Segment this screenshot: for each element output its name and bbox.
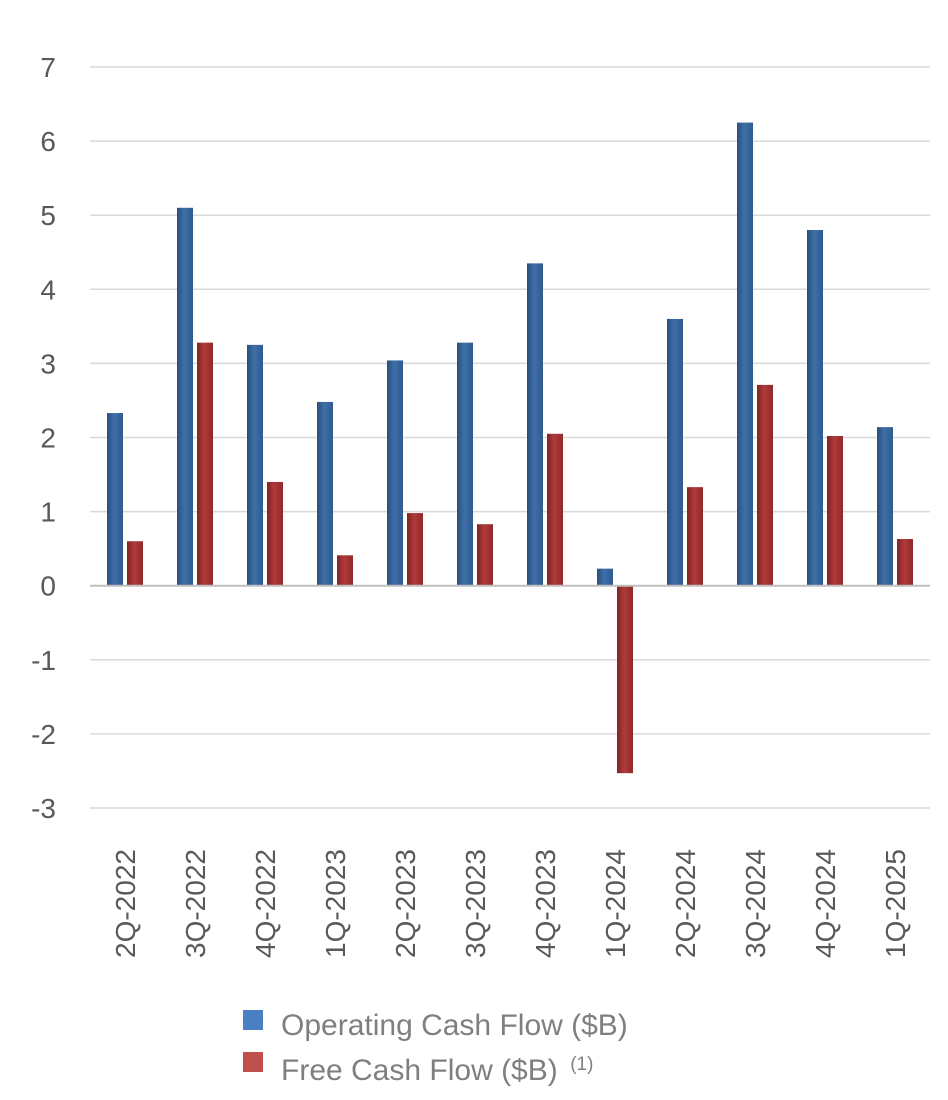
- y-tick-label: -3: [31, 793, 56, 824]
- bar-free-cash-flow: [477, 524, 493, 586]
- x-tick-label: 4Q-2022: [250, 849, 281, 958]
- legend: Operating Cash Flow ($B) Free Cash Flow …: [243, 1009, 628, 1087]
- y-axis-ticks: 7 6 5 4 3 2 1 0 -1 -2 -3: [31, 52, 56, 824]
- bar-free-cash-flow: [337, 555, 353, 586]
- bar-operating-cash-flow: [667, 318, 683, 586]
- bar-operating-cash-flow: [527, 263, 543, 586]
- y-tick-label: -1: [31, 645, 56, 676]
- y-tick-label: 1: [40, 497, 56, 528]
- bar-free-cash-flow: [267, 481, 283, 586]
- x-tick-label: 1Q-2024: [600, 849, 631, 958]
- y-tick-label: 2: [40, 423, 56, 454]
- y-tick-label: 3: [40, 348, 56, 379]
- legend-label-free-group: Free Cash Flow ($B) (1): [281, 1054, 593, 1087]
- bar-free-cash-flow: [407, 513, 423, 586]
- bar-operating-cash-flow: [807, 230, 823, 586]
- legend-label-operating: Operating Cash Flow ($B): [281, 1009, 628, 1042]
- bar-operating-cash-flow: [107, 413, 123, 586]
- legend-swatch-operating: [243, 1010, 263, 1030]
- bar-operating-cash-flow: [457, 342, 473, 586]
- bar-operating-cash-flow: [597, 568, 613, 586]
- x-tick-label: 3Q-2022: [180, 849, 211, 958]
- x-tick-label: 1Q-2023: [320, 849, 351, 958]
- x-tick-label: 1Q-2025: [880, 849, 911, 958]
- gridlines: [90, 66, 930, 809]
- bar-free-cash-flow: [757, 384, 773, 586]
- x-tick-label: 3Q-2023: [460, 849, 491, 958]
- bar-free-cash-flow: [827, 436, 843, 586]
- y-tick-label: 7: [40, 52, 56, 83]
- x-axis-ticks: 2Q-2022 3Q-2022 4Q-2022 1Q-2023 2Q-2023 3Q-20…: [110, 849, 911, 958]
- legend-swatch-free: [243, 1052, 263, 1072]
- legend-footnote-free: (1): [570, 1054, 593, 1075]
- bar-free-cash-flow: [197, 342, 213, 586]
- y-tick-label: -2: [31, 719, 56, 750]
- x-tick-label: 2Q-2024: [670, 849, 701, 958]
- x-tick-label: 2Q-2022: [110, 849, 141, 958]
- bars: [107, 122, 913, 774]
- y-tick-label: 0: [40, 571, 56, 602]
- bar-operating-cash-flow: [877, 427, 893, 586]
- y-tick-label: 5: [40, 200, 56, 231]
- legend-label-free: Free Cash Flow ($B): [281, 1054, 558, 1087]
- bar-free-cash-flow: [547, 433, 563, 586]
- x-tick-label: 4Q-2023: [530, 849, 561, 958]
- bar-operating-cash-flow: [247, 344, 263, 586]
- bar-operating-cash-flow: [317, 401, 333, 586]
- y-tick-label: 6: [40, 126, 56, 157]
- bar-free-cash-flow: [897, 539, 913, 586]
- y-tick-label: 4: [40, 274, 56, 305]
- bar-operating-cash-flow: [737, 122, 753, 586]
- bar-operating-cash-flow: [177, 207, 193, 586]
- x-tick-label: 2Q-2023: [390, 849, 421, 958]
- bar-free-cash-flow: [617, 585, 633, 774]
- bar-operating-cash-flow: [387, 360, 403, 586]
- bar-free-cash-flow: [127, 541, 143, 586]
- x-tick-label: 4Q-2024: [810, 849, 841, 958]
- x-tick-label: 3Q-2024: [740, 849, 771, 958]
- bar-free-cash-flow: [687, 487, 703, 586]
